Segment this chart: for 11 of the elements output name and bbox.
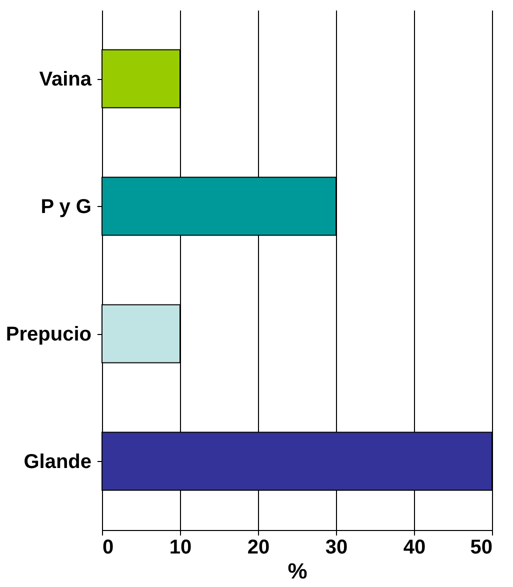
x-tick-label: 20 <box>247 536 270 558</box>
x-tick-label: 10 <box>169 536 192 558</box>
x-tick-label: 0 <box>102 536 114 558</box>
y-tick-label: Vaina <box>39 68 92 90</box>
y-tick-label: Prepucio <box>6 323 92 346</box>
y-tick-label: P y G <box>40 196 92 218</box>
y-tick-label: Glande <box>24 450 92 473</box>
x-axis-title: % <box>288 558 308 584</box>
x-tick-label: 30 <box>325 536 348 558</box>
x-tick-label: 50 <box>470 536 492 558</box>
x-tick-label: 40 <box>403 536 426 558</box>
